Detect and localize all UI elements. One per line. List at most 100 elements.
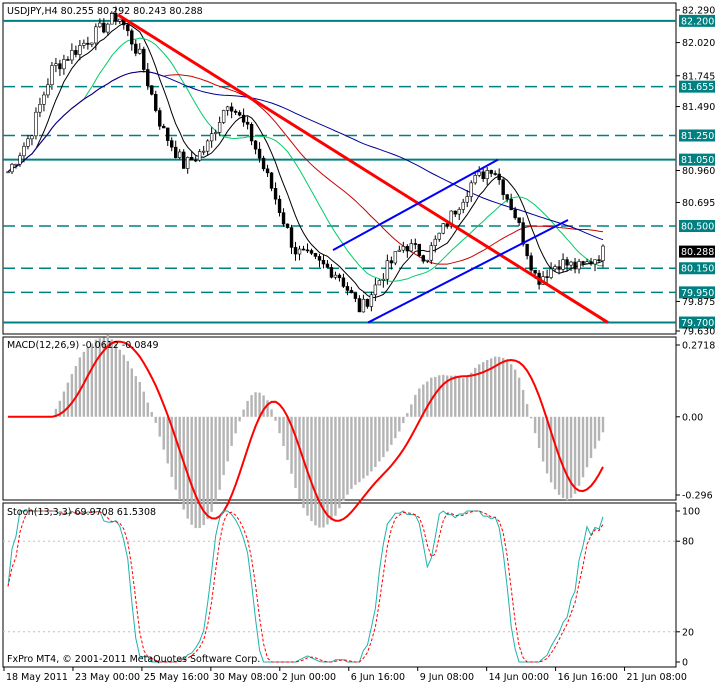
candle-body: [345, 286, 350, 291]
macd-bar: [338, 416, 341, 509]
macd-bar: [589, 416, 593, 459]
level-price-box: [679, 316, 715, 329]
candle-body: [166, 127, 170, 141]
candle-body: [78, 45, 82, 55]
candle-body: [18, 155, 22, 165]
macd-bar: [246, 400, 249, 417]
macd-bar: [529, 416, 533, 419]
candle-body: [102, 22, 106, 33]
price-tick-label: 82.200: [681, 16, 714, 27]
price-tick-label: 80.150: [681, 264, 714, 275]
macd-bar: [218, 416, 221, 490]
candle-body: [257, 148, 262, 159]
macd-bar: [382, 416, 385, 458]
macd-bar: [442, 374, 445, 417]
candle-body: [126, 24, 130, 32]
candle-body: [154, 93, 158, 111]
time-tick-label: 23 May 00:00: [75, 672, 140, 683]
candle-body: [549, 268, 553, 278]
candle-body: [146, 69, 150, 87]
candle-body: [189, 157, 194, 161]
macd-bar: [410, 404, 413, 417]
candle-body: [557, 266, 561, 270]
candle-body: [265, 168, 270, 174]
candle-body: [509, 198, 513, 211]
level-price-box: [679, 153, 715, 166]
time-tick-label: 16 Jun 16:00: [558, 672, 618, 683]
candle-body: [118, 18, 122, 22]
price-tick-label: 81.050: [681, 155, 714, 166]
macd-bar: [166, 416, 169, 464]
macd-bar: [438, 375, 441, 417]
macd-bar: [326, 416, 329, 525]
macd-bar: [186, 416, 189, 519]
candle-body: [289, 227, 294, 248]
price-tick-label: 81.250: [681, 131, 714, 142]
candle-body: [193, 159, 198, 162]
candle-body: [134, 43, 138, 54]
candle-body: [361, 298, 366, 313]
stoch-tick-label: 80: [682, 537, 694, 548]
candle-body: [273, 188, 278, 200]
price-panel: [2, 2, 677, 335]
macd-bar: [122, 354, 126, 417]
candle-body: [357, 298, 362, 313]
macd-bar: [230, 416, 233, 446]
candle-body: [213, 132, 218, 134]
time-tick-label: 25 May 16:00: [144, 672, 209, 683]
macd-bar: [394, 416, 397, 439]
macd-axis: 0.2718 0.00 -0.296: [676, 341, 715, 502]
macd-bar: [98, 338, 102, 417]
macd-bar: [414, 394, 417, 417]
candle-body: [185, 157, 190, 169]
candle-body: [86, 42, 90, 45]
candle-body: [94, 26, 98, 44]
candle-body: [513, 209, 517, 219]
candle-body: [30, 135, 34, 140]
candle-body: [401, 246, 406, 251]
candle-body: [453, 210, 457, 215]
macd-bar: [601, 416, 605, 433]
macd-bar: [458, 376, 461, 417]
macd-bar: [130, 368, 133, 417]
candle-body: [317, 256, 322, 261]
candle-body: [529, 255, 533, 271]
price-tick-label: 79.950: [681, 288, 714, 299]
macd-bar: [278, 416, 281, 434]
candle-body: [217, 122, 222, 133]
macd-bar: [146, 402, 149, 417]
stoch-main-line: [7, 510, 604, 663]
candle-body: [485, 170, 489, 180]
candles: [6, 6, 605, 313]
candle-body: [182, 151, 186, 169]
macd-bar: [226, 416, 229, 462]
candle-body: [501, 179, 505, 195]
macd-bar: [545, 416, 549, 474]
candle-body: [90, 42, 94, 45]
stoch-signal-line: [7, 510, 604, 663]
macd-bar: [334, 416, 337, 516]
macd-bar: [198, 416, 201, 529]
macd-bar: [190, 416, 193, 525]
macd-bar: [322, 416, 325, 528]
macd-bar: [318, 416, 321, 528]
macd-bar: [62, 391, 66, 417]
macd-bar: [581, 416, 585, 478]
candle-body: [249, 123, 254, 142]
macd-bar: [254, 392, 257, 417]
candle-body: [441, 223, 445, 234]
candle-body: [573, 261, 577, 270]
candle-body: [481, 171, 485, 180]
macd-bar: [66, 382, 70, 417]
candle-body: [321, 259, 326, 265]
candle-body: [377, 280, 382, 286]
macd-bar: [306, 416, 309, 516]
candle-body: [369, 294, 374, 307]
macd-bar: [482, 362, 485, 417]
candle-body: [98, 22, 102, 28]
price-tick-label: 79.630: [682, 327, 715, 338]
symbol-header: USDJPY,H4 80.255 80.292 80.243 80.288: [7, 6, 203, 17]
candle-body: [150, 85, 154, 95]
macd-bar: [501, 357, 505, 417]
